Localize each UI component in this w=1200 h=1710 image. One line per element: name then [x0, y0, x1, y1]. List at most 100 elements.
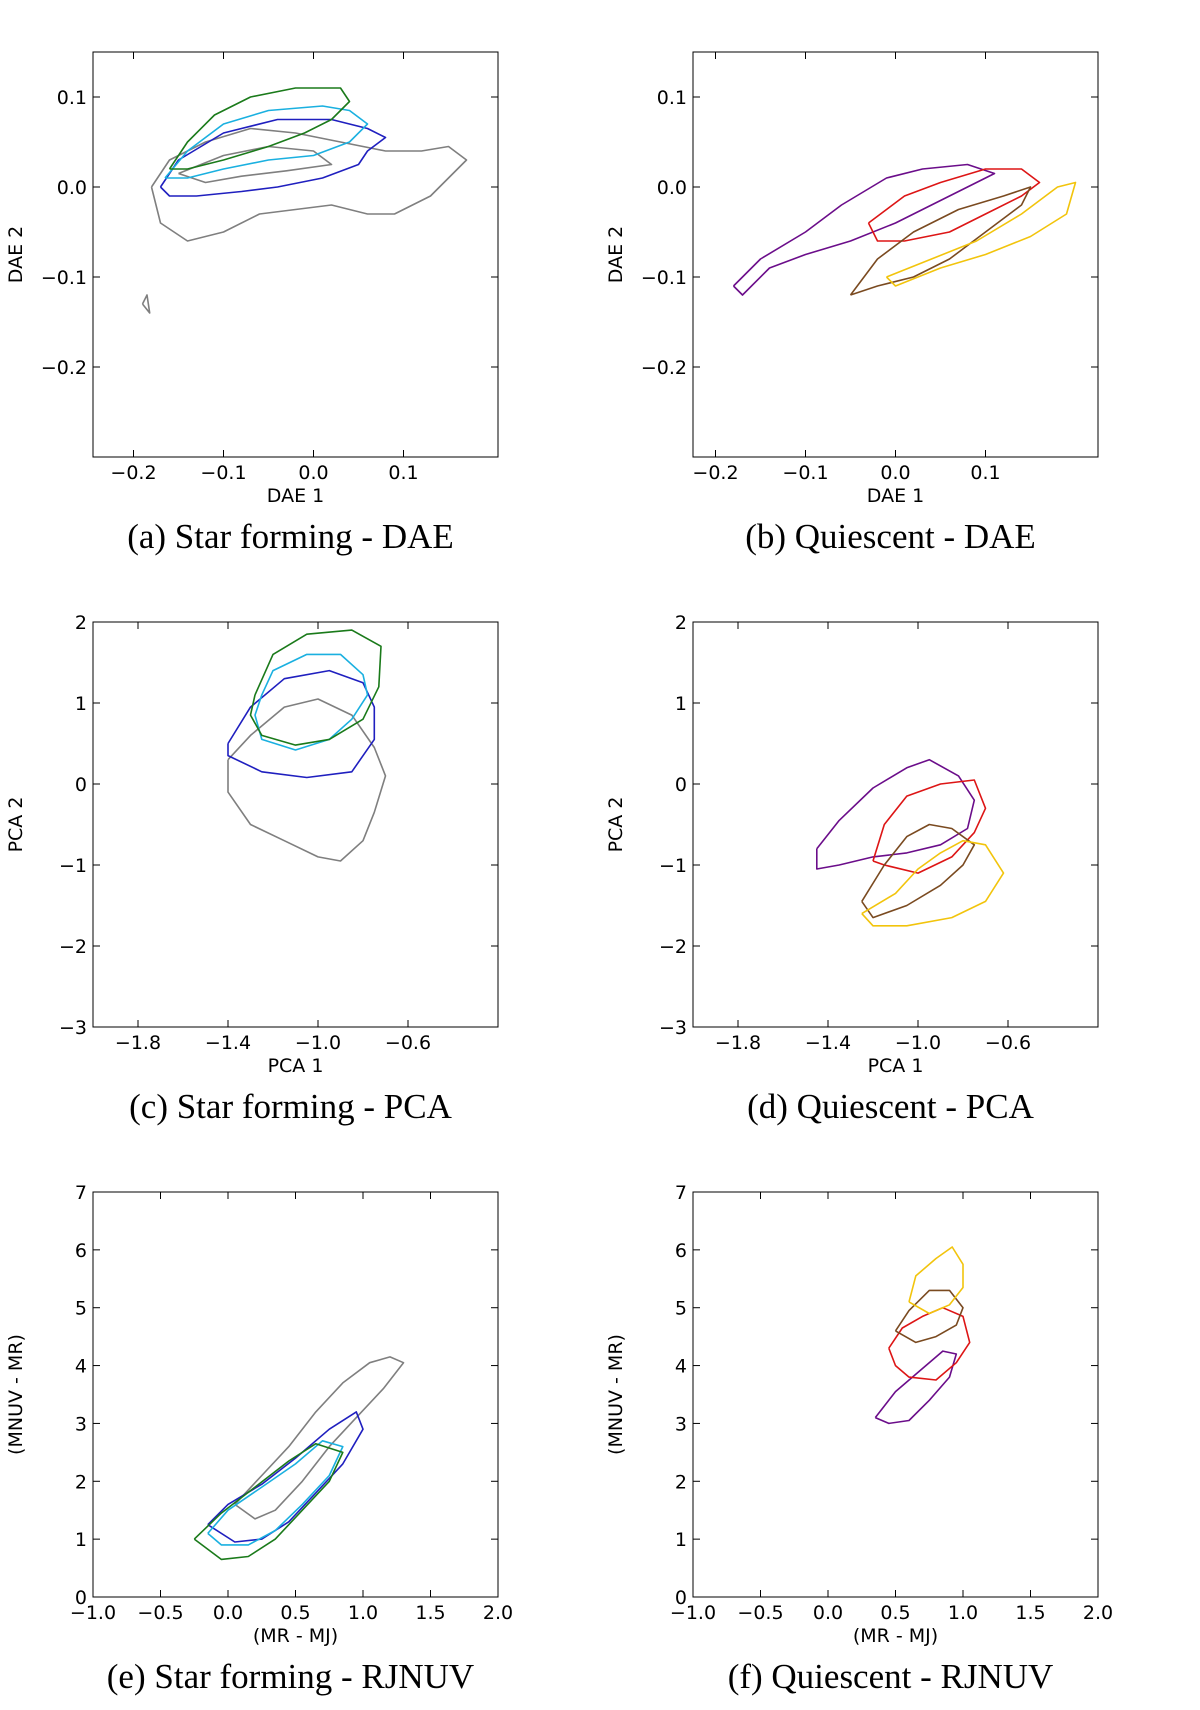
- y-tick-label-d-0: −3: [659, 1017, 687, 1039]
- x-tick-label-e-5: 1.5: [415, 1602, 445, 1624]
- x-tick-label-c-0: −1.8: [115, 1032, 161, 1054]
- plot-frame-b: [692, 51, 1099, 458]
- y-tick-label-d-5: 2: [675, 612, 687, 634]
- x-axis-label-f: (MR - MJ): [853, 1625, 938, 1647]
- y-tick-label-c-4: 1: [75, 693, 87, 715]
- x-tick-label-b-0: −0.2: [692, 462, 738, 484]
- plot-frame-c: [92, 621, 499, 1028]
- contour-a-gray-inner: [178, 145, 333, 184]
- caption-c: (c) Star forming - PCA: [129, 1087, 452, 1126]
- chart-e-svg: −1.0 −0.5 0.0 0.5 1.0 1.5 2.0 0 1 2 3 4 5 6 7 (MR - MJ)…: [5, 1182, 513, 1696]
- caption-b: (b) Quiescent - DAE: [745, 517, 1036, 556]
- contour-a-gray-blob: [141, 294, 151, 314]
- contour-e-green: [193, 1442, 344, 1561]
- y-tick-label-d-3: 0: [675, 774, 687, 796]
- contour-e-blue: [207, 1411, 364, 1543]
- x-tick-label-b-3: 0.1: [970, 462, 1000, 484]
- contour-b-gold: [885, 181, 1077, 287]
- x-axis-label-b: DAE 1: [867, 485, 924, 507]
- y-axis-label-e: (MNUV - MR): [5, 1334, 27, 1455]
- x-tick-label-b-1: −0.1: [782, 462, 828, 484]
- contour-a-cyan: [164, 105, 369, 179]
- x-tick-label-a-1: −0.1: [200, 462, 246, 484]
- x-tick-label-f-4: 1.0: [948, 1602, 978, 1624]
- plot-frame-d: [692, 621, 1099, 1028]
- y-tick-label-d-1: −2: [659, 936, 687, 958]
- x-axis-label-c: PCA 1: [268, 1055, 324, 1077]
- x-tick-label-e-3: 0.5: [280, 1602, 310, 1624]
- y-tick-label-f-7: 7: [675, 1182, 687, 1204]
- x-tick-label-c-3: −0.6: [385, 1032, 431, 1054]
- y-tick-label-f-2: 2: [675, 1471, 687, 1493]
- y-tick-label-e-4: 4: [75, 1356, 87, 1378]
- contour-d-red: [872, 779, 987, 874]
- y-tick-label-d-4: 1: [675, 693, 687, 715]
- y-tick-label-b-2: 0.0: [657, 177, 687, 199]
- y-tick-label-c-0: −3: [59, 1017, 87, 1039]
- y-tick-label-a-2: 0.0: [57, 177, 87, 199]
- y-tick-label-e-7: 7: [75, 1182, 87, 1204]
- contour-f-purple: [874, 1350, 958, 1425]
- plot-frame-f: [692, 1191, 1099, 1598]
- x-tick-label-b-2: 0.0: [880, 462, 910, 484]
- x-tick-label-a-3: 0.1: [388, 462, 418, 484]
- contour-d-brown: [861, 823, 976, 919]
- contour-c-cyan: [254, 653, 369, 751]
- chart-a-svg: −0.2 −0.1 0.0 0.1 −0.2 −0.1 0.0 0.1 DAE 1 DAE 2 (a…: [5, 51, 499, 556]
- y-tick-label-c-1: −2: [59, 936, 87, 958]
- caption-f: (f) Quiescent - RJNUV: [728, 1657, 1054, 1696]
- contour-b-brown: [849, 186, 1032, 296]
- contour-e-gray: [234, 1356, 405, 1520]
- x-tick-label-c-1: −1.4: [205, 1032, 251, 1054]
- x-tick-label-e-4: 1.0: [348, 1602, 378, 1624]
- x-tick-label-a-2: 0.0: [298, 462, 328, 484]
- y-axis-label-b: DAE 2: [605, 226, 627, 283]
- y-tick-label-b-3: 0.1: [657, 87, 687, 109]
- contour-b-purple: [732, 163, 996, 296]
- x-tick-label-c-2: −1.0: [295, 1032, 341, 1054]
- contour-a-green: [168, 87, 351, 170]
- x-tick-label-f-2: 0.0: [813, 1602, 843, 1624]
- x-tick-label-f-5: 1.5: [1015, 1602, 1045, 1624]
- panel-b: −0.2 −0.1 0.0 0.1 −0.2 −0.1 0.0 0.1 DAE 1 DAE 2 (b…: [600, 0, 1200, 570]
- y-tick-label-f-6: 6: [675, 1240, 687, 1262]
- chart-f-svg: −1.0 −0.5 0.0 0.5 1.0 1.5 2.0 0 1 2 3 4 5 6 7 (MR - MJ)…: [605, 1182, 1113, 1696]
- x-tick-label-d-3: −0.6: [985, 1032, 1031, 1054]
- y-tick-label-c-2: −1: [59, 855, 87, 877]
- x-tick-label-e-0: −1.0: [70, 1602, 116, 1624]
- x-tick-label-e-6: 2.0: [483, 1602, 513, 1624]
- panel-c: −1.8 −1.4 −1.0 −0.6 −3 −2 −1 0 1 2 PCA 1 PCA 2 (c) S…: [0, 570, 600, 1140]
- contour-f-brown: [894, 1289, 964, 1344]
- contour-a-gray: [150, 127, 468, 242]
- y-tick-label-e-2: 2: [75, 1471, 87, 1493]
- x-axis-label-e: (MR - MJ): [253, 1625, 338, 1647]
- y-axis-label-a: DAE 2: [5, 226, 27, 283]
- x-tick-label-f-6: 2.0: [1083, 1602, 1113, 1624]
- x-tick-label-f-0: −1.0: [670, 1602, 716, 1624]
- y-tick-label-a-3: 0.1: [57, 87, 87, 109]
- y-tick-label-f-4: 4: [675, 1356, 687, 1378]
- y-axis-label-f: (MNUV - MR): [605, 1334, 627, 1455]
- x-axis-label-a: DAE 1: [267, 485, 324, 507]
- contour-b-red: [867, 168, 1041, 242]
- y-axis-label-d: PCA 2: [605, 797, 627, 853]
- y-tick-label-f-1: 1: [675, 1529, 687, 1551]
- y-tick-label-f-3: 3: [675, 1413, 687, 1435]
- caption-e: (e) Star forming - RJNUV: [107, 1657, 474, 1696]
- plot-frame-a: [92, 51, 499, 458]
- contour-c-blue: [227, 669, 376, 779]
- chart-b-svg: −0.2 −0.1 0.0 0.1 −0.2 −0.1 0.0 0.1 DAE 1 DAE 2 (b…: [605, 51, 1099, 556]
- panel-f: −1.0 −0.5 0.0 0.5 1.0 1.5 2.0 0 1 2 3 4 5 6 7 (MR - MJ)…: [600, 1140, 1200, 1710]
- x-tick-label-d-2: −1.0: [895, 1032, 941, 1054]
- y-axis-label-c: PCA 2: [5, 797, 27, 853]
- x-tick-label-e-1: −0.5: [137, 1602, 183, 1624]
- contour-d-purple: [816, 758, 976, 870]
- contour-a-blue: [159, 118, 387, 197]
- panel-a: −0.2 −0.1 0.0 0.1 −0.2 −0.1 0.0 0.1 DAE 1 DAE 2 (a…: [0, 0, 600, 570]
- plot-frame-e: [92, 1191, 499, 1598]
- y-tick-label-f-5: 5: [675, 1298, 687, 1320]
- y-tick-label-e-6: 6: [75, 1240, 87, 1262]
- contour-d-gold: [861, 839, 1005, 927]
- panel-d: −1.8 −1.4 −1.0 −0.6 −3 −2 −1 0 1 2 PCA 1 PCA 2 (d) Q…: [600, 570, 1200, 1140]
